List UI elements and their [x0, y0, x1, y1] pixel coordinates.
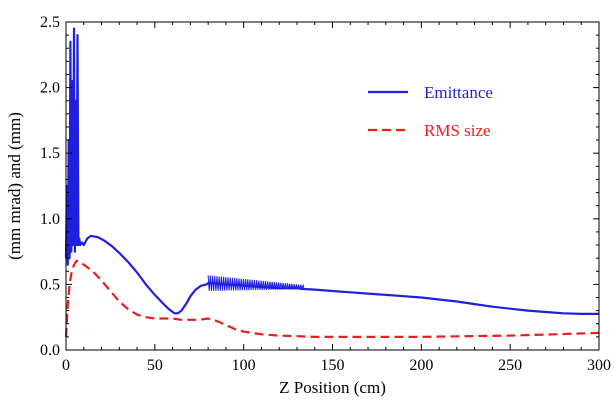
x-tick-label: 250	[498, 357, 522, 374]
oscillation-band	[207, 275, 305, 292]
y-tick-label: 1.5	[40, 145, 60, 162]
y-tick-label: 1.0	[40, 211, 60, 228]
series-line-rms-size	[64, 259, 600, 338]
legend-label: RMS size	[424, 121, 491, 140]
x-tick-label: 50	[147, 357, 163, 374]
legend: Emittance RMS size	[368, 83, 493, 140]
ticks-layer: 0 50 100 150 200 250 300 0.0 0.5 1.0 1.5 2.0 2.5	[40, 14, 611, 374]
plot-area: 0 50 100 150 200 250 300 0.0 0.5 1.0 1.5 2.0 2.5	[40, 14, 611, 374]
series-line-emittance	[64, 27, 599, 315]
series-layer	[64, 27, 600, 338]
y-tick-label: 2.0	[40, 80, 60, 97]
x-tick-label: 200	[409, 357, 433, 374]
x-tick-label: 150	[321, 357, 345, 374]
x-tick-label: 0	[62, 357, 70, 374]
y-tick-label: 0.5	[40, 276, 60, 293]
y-axis-title: (mm mrad) and (mm)	[5, 112, 24, 260]
y-tick-label: 0.0	[40, 342, 60, 359]
plot-frame	[65, 21, 600, 351]
x-tick-label: 100	[232, 357, 256, 374]
x-tick-label: 300	[587, 357, 611, 374]
y-tick-label: 2.5	[40, 14, 60, 31]
legend-label: Emittance	[424, 83, 493, 102]
x-axis-title: Z Position (cm)	[279, 378, 386, 397]
